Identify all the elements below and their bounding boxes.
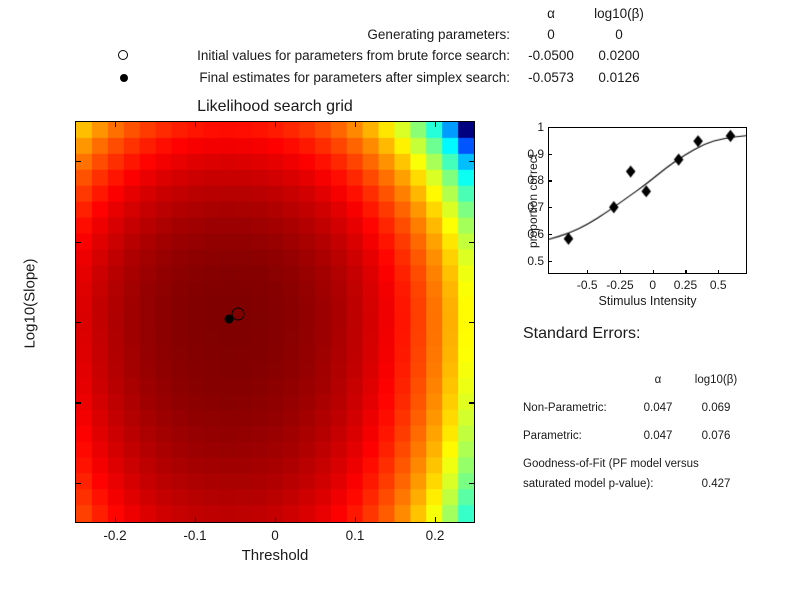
goodness-of-fit-value: 0.427 [701,478,731,490]
heatmap-x-tick-mark [435,121,437,127]
open-circle-marker-icon [116,46,134,66]
heatmap-x-tick-mark [195,121,197,127]
goodness-of-fit-label-line1: Goodness-of-Fit (PF model versus [523,458,699,470]
final-alpha-value: -0.0573 [528,70,574,85]
heatmap-x-tick-label: -0.1 [183,528,207,543]
pf-x-tick-label: -0.25 [606,278,634,292]
pf-x-tick-mark [718,270,720,274]
generating-parameters-label: Generating parameters: [367,27,510,42]
header-row-initial: Initial values for parameters from brute… [0,46,800,66]
pf-x-tick-mark [685,270,687,274]
heatmap-y-tick-mark [469,322,475,324]
pf-y-tick-mark [548,127,552,129]
psychometric-function-panel: 0.5 0.6 0.7 0.8 0.9 1 -0.5 -0.25 0 0.25 0.5 Stimul… [500,110,800,310]
heatmap-x-tick-mark [115,517,117,523]
pf-y-axis-label: proportion correct [526,153,540,249]
heatmap-x-tick-label: 0 [271,528,279,543]
se-row-gof-line2: saturated model p-value): 0.427 [500,475,800,493]
heatmap-x-tick-mark [355,517,357,523]
standard-errors-title: Standard Errors: [523,325,641,342]
heatmap-x-tick-label: -0.2 [103,528,127,543]
header-col-alpha: α [547,6,555,21]
pf-x-axis-label: Stimulus Intensity [598,294,697,308]
se-row-non-parametric: Non-Parametric: 0.047 0.069 [500,399,800,417]
pf-x-tick-mark [620,270,622,274]
parameters-header: α log10(β) Generating parameters: 0 0 In… [0,0,800,100]
heatmap-x-axis-label: Threshold [241,547,309,564]
pf-x-tick-mark [652,270,654,274]
heatmap-x-tick-mark [355,121,357,127]
header-column-titles: α log10(β) [0,4,800,24]
heatmap-title: Likelihood search grid [197,98,353,115]
pf-x-tick-label: 0.25 [673,278,698,292]
se-column-titles: α log10(β) [500,371,800,389]
heatmap-y-tick-mark [469,402,475,404]
heatmap-y-tick-mark [469,161,475,163]
heatmap-x-tick-mark [275,121,277,127]
pf-y-tick-label: 1 [537,120,544,134]
final-estimates-label: Final estimates for parameters after sim… [199,70,510,85]
pf-y-tick-mark [548,180,552,182]
likelihood-search-grid-panel: Likelihood search grid -0.4-0.200.20.4-0… [0,95,500,600]
header-col-log10beta: log10(β) [594,6,644,21]
heatmap-x-tick-label: 0.2 [425,528,445,543]
heatmap-x-tick-mark [195,517,197,523]
heatmap-y-tick-mark [75,482,81,485]
heatmap-x-tick-label: 0.1 [345,528,365,543]
pf-y-tick-mark [548,233,552,235]
final-log10beta-value: 0.0126 [598,70,640,85]
header-row-final: Final estimates for parameters after sim… [0,68,800,88]
initial-log10beta-value: 0.0200 [598,48,640,63]
non-parametric-alpha: 0.047 [643,402,673,414]
pf-x-tick-label: 0 [649,278,657,292]
se-col-log10beta: log10(β) [694,374,738,386]
heatmap-x-tick-mark [275,517,277,523]
heatmap-y-tick-mark [469,482,475,485]
heatmap-y-tick-mark [75,322,81,324]
pf-plot-area [548,127,747,274]
pf-x-tick-label: 0.5 [709,278,727,292]
non-parametric-log10beta: 0.069 [701,402,731,414]
heatmap-y-tick-mark [75,241,81,243]
pf-y-tick-mark [548,207,552,209]
pf-y-tick-label: 0.6 [527,226,544,241]
initial-values-label: Initial values for parameters from brute… [197,48,510,63]
se-row-parametric: Parametric: 0.047 0.076 [500,427,800,445]
heatmap-x-tick-mark [115,121,117,127]
se-col-alpha: α [654,374,662,386]
heatmap-plot-area [75,121,475,523]
pf-y-tick-label: 0.5 [527,253,544,268]
pf-y-tick-mark [548,153,552,155]
non-parametric-label: Non-Parametric: [523,402,607,414]
pf-x-tick-label: -0.5 [576,278,598,292]
se-row-gof-line1: Goodness-of-Fit (PF model versus [500,455,800,473]
pf-curve-and-points [549,128,746,273]
heatmap-y-tick-mark [469,241,475,243]
pf-y-tick-mark [548,260,552,262]
standard-errors-panel: Standard Errors: α log10(β) Non-Parametr… [500,325,800,505]
pf-y-tick-label: 0.7 [527,200,544,215]
header-row-generating: Generating parameters: 0 0 [0,25,800,45]
pf-y-tick-label: 0.9 [527,146,544,161]
parametric-alpha: 0.047 [643,430,673,442]
parametric-log10beta: 0.076 [701,430,731,442]
heatmap-y-axis-label: Log10(Slope) [21,258,39,349]
goodness-of-fit-label-line2: saturated model p-value): [523,478,654,490]
initial-alpha-value: -0.0500 [528,48,574,63]
pf-y-tick-label: 0.8 [527,173,544,188]
heatmap-y-tick-mark [75,402,81,404]
parametric-label: Parametric: [523,430,582,442]
heatmap-x-tick-mark [435,517,437,523]
filled-dot-marker-icon [116,68,134,88]
generating-log10beta-value: 0 [615,27,623,42]
pf-x-tick-mark [587,270,589,274]
heatmap-y-tick-mark [75,161,81,163]
heatmap-surface [76,122,474,522]
generating-alpha-value: 0 [547,27,555,42]
